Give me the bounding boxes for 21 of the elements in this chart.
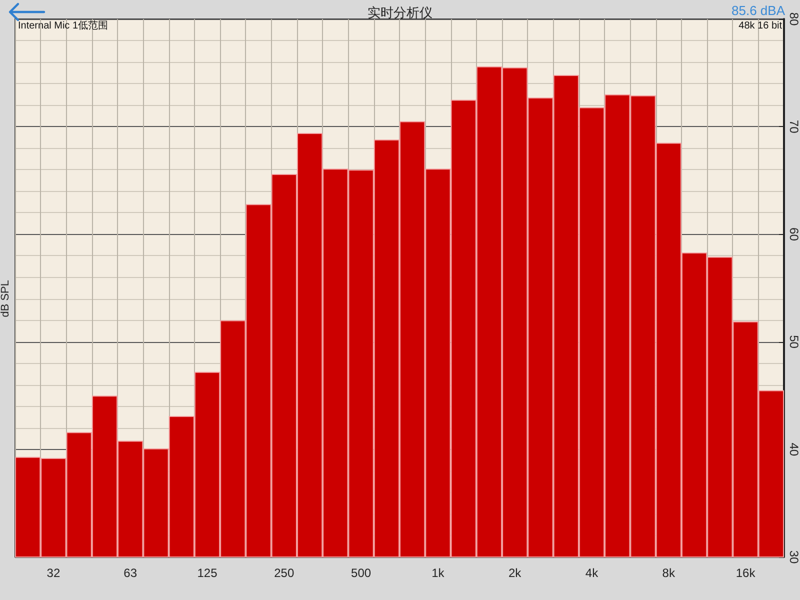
- y-tick-label: 50: [787, 335, 800, 349]
- annotation: 48k 16 bit: [738, 20, 782, 32]
- x-tick-label: 1k: [432, 566, 446, 580]
- y-tick-label: 30: [787, 550, 800, 564]
- chart-title: 实时分析仪: [368, 5, 432, 20]
- y-tick-label: 80: [787, 12, 800, 26]
- x-tick-label: 8k: [662, 566, 676, 580]
- y-tick-label: 40: [787, 442, 800, 456]
- x-tick-label: 2k: [508, 566, 522, 580]
- y-tick-label: 70: [787, 120, 800, 134]
- y-axis-title: dB SPL: [0, 280, 12, 318]
- annotation: Internal Mic 1低范围: [18, 20, 108, 32]
- y-tick-label: 60: [787, 228, 800, 242]
- x-tick-label: 4k: [585, 566, 600, 580]
- x-tick-label: 250: [274, 566, 294, 580]
- x-tick-label: 125: [197, 566, 218, 580]
- x-tick-label: 63: [124, 566, 138, 580]
- text: 85.6 dBA: [732, 3, 786, 18]
- x-tick-label: 32: [46, 566, 60, 580]
- x-tick-label: 500: [351, 566, 372, 580]
- x-tick-label: 16k: [736, 566, 756, 580]
